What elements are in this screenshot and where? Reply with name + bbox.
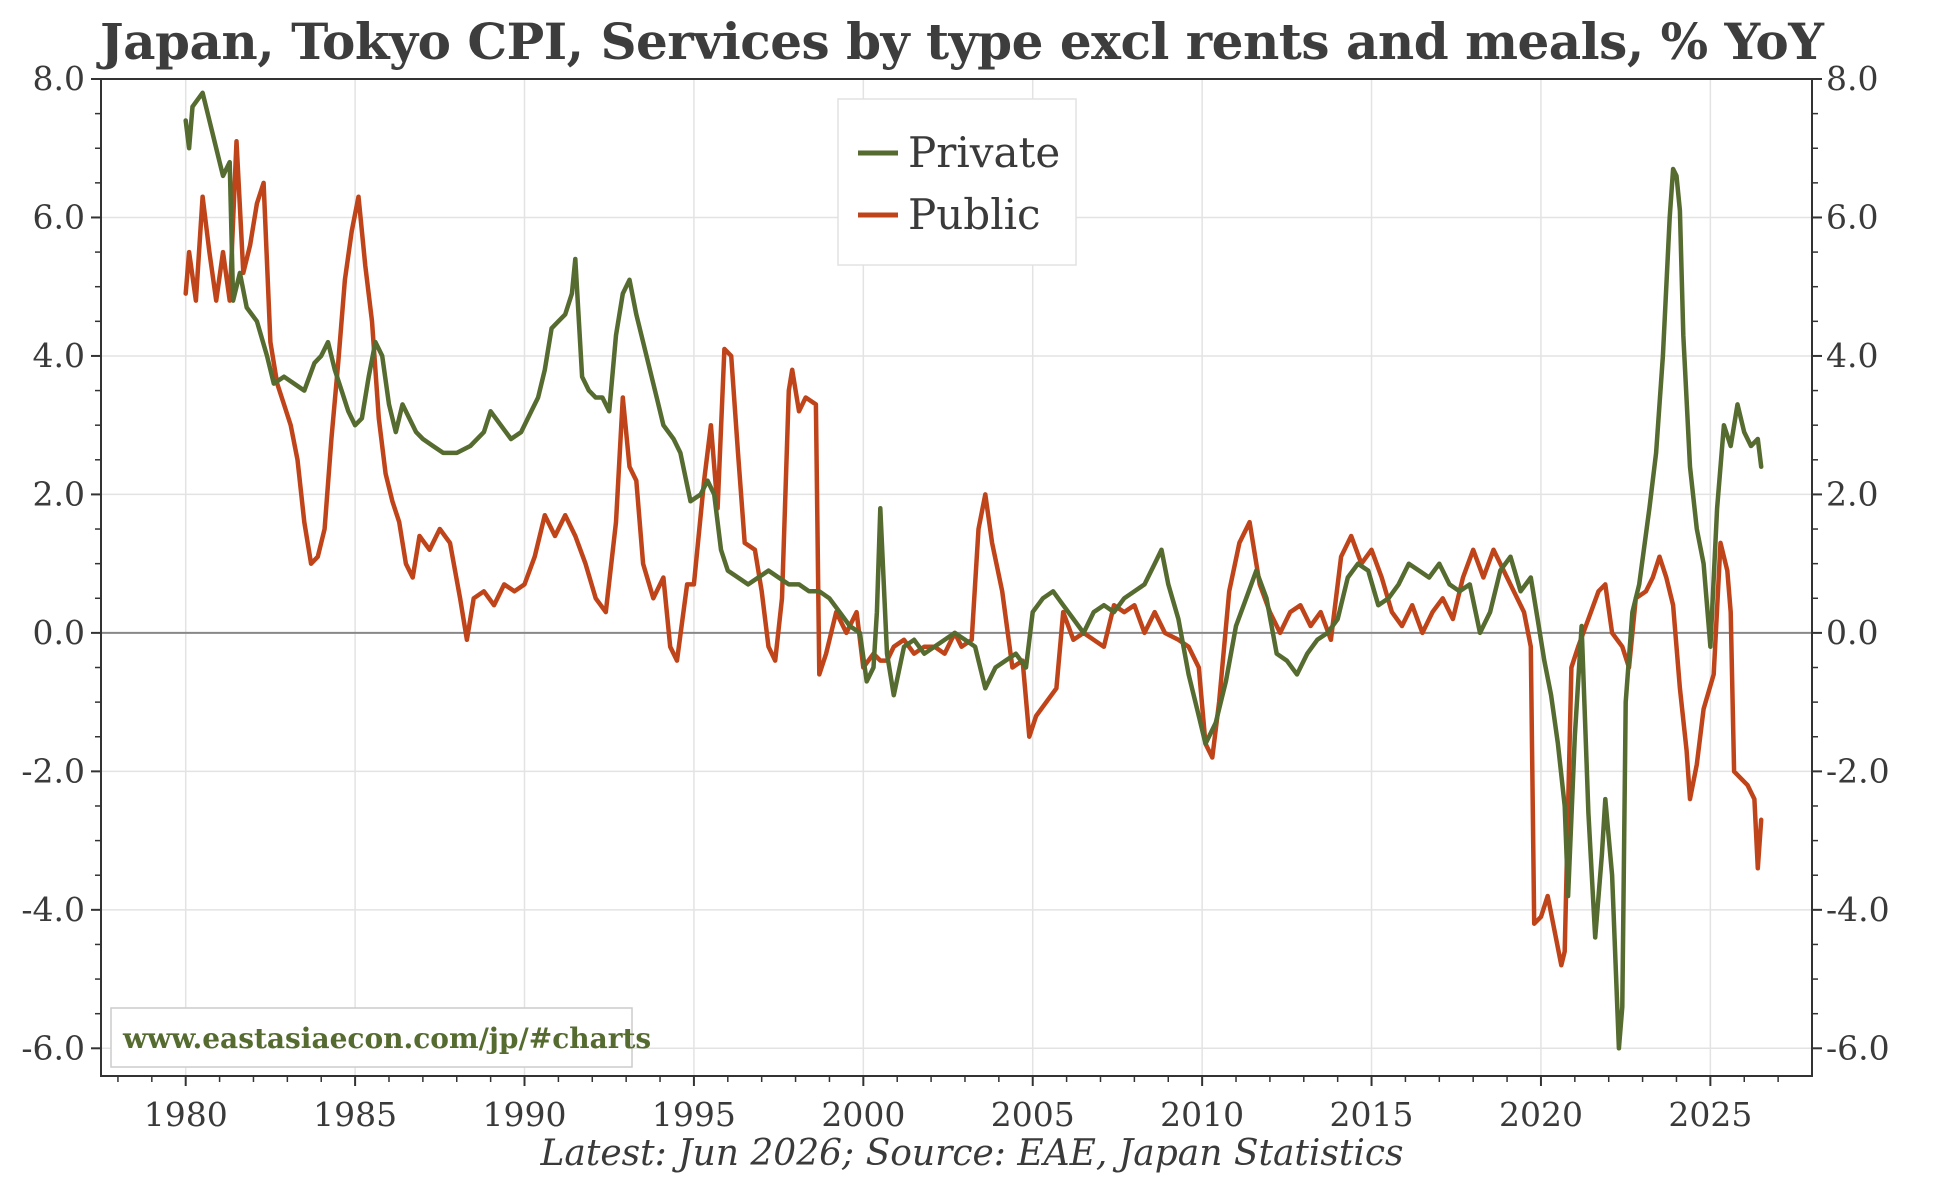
series-line-public: [183, 139, 1764, 968]
y-tick-label-left: 8.0: [33, 59, 85, 98]
y-tick-label-right: -4.0: [1826, 890, 1890, 929]
x-tick-label: 1995: [652, 1095, 736, 1134]
y-tick-label-right: 6.0: [1826, 197, 1878, 236]
y-tick-label-right: 8.0: [1826, 59, 1878, 98]
y-tick-label-left: -2.0: [21, 751, 85, 790]
x-tick-label: 1980: [144, 1095, 228, 1134]
y-tick-label-left: 2.0: [33, 474, 85, 513]
y-tick-label-left: -4.0: [21, 890, 85, 929]
series-lines: [183, 90, 1764, 1051]
x-tick-label: 2020: [1499, 1095, 1583, 1134]
x-tick-label: 2025: [1668, 1095, 1752, 1134]
x-tick-label: 2010: [1160, 1095, 1244, 1134]
source-note: Latest: Jun 2026; Source: EAE, Japan Sta…: [540, 1133, 1404, 1174]
y-tick-label-right: -2.0: [1826, 751, 1890, 790]
x-tick-label: 1990: [483, 1095, 567, 1134]
series-line-private: [183, 90, 1764, 1051]
y-tick-label-right: 4.0: [1826, 336, 1878, 375]
axis-ticks: -6.0 -6.0 -4.0 -4.0 -2.0 -2.0 0.0 0.0 2.0 2.0 4.0 4…: [21, 59, 1889, 1134]
plot-frame: [100, 78, 1813, 1077]
legend: Private Public: [837, 98, 1077, 266]
x-tick-label: 2000: [821, 1095, 905, 1134]
y-tick-label-left: 6.0: [33, 197, 85, 236]
legend-label-public: Public: [908, 190, 1041, 239]
y-tick-label-left: 0.0: [33, 613, 85, 652]
x-tick-label: 1985: [313, 1095, 397, 1134]
y-tick-label-right: 0.0: [1826, 613, 1878, 652]
y-tick-label-left: -6.0: [21, 1028, 85, 1067]
x-tick-label: 2015: [1330, 1095, 1414, 1134]
y-tick-label-right: 2.0: [1826, 474, 1878, 513]
y-tick-label-left: 4.0: [33, 336, 85, 375]
watermark-text: www.eastasiaecon.com/jp/#charts: [122, 1022, 651, 1055]
legend-box: [837, 98, 1077, 266]
y-tick-label-right: -6.0: [1826, 1028, 1890, 1067]
x-tick-label: 2005: [991, 1095, 1075, 1134]
watermark: www.eastasiaecon.com/jp/#charts: [110, 1007, 651, 1068]
watermark-box: [110, 1007, 633, 1068]
chart-title: Japan, Tokyo CPI, Services by type excl …: [100, 12, 1824, 71]
legend-label-private: Private: [908, 128, 1060, 177]
